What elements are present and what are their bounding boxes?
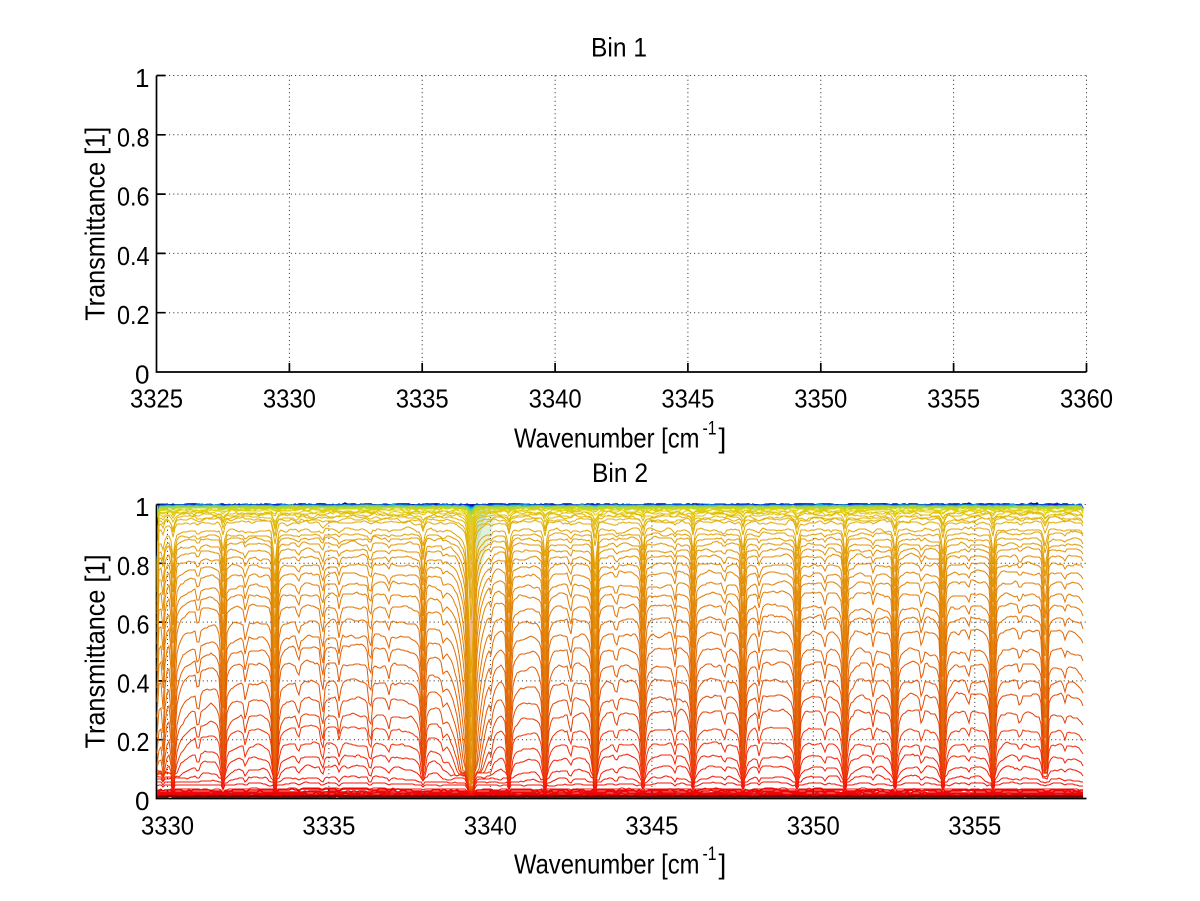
svg-text:3325: 3325 [130,384,183,414]
svg-text:0.2: 0.2 [117,300,150,330]
svg-text:3345: 3345 [625,811,678,841]
svg-text:Bin 1: Bin 1 [591,32,647,62]
svg-text:0.8: 0.8 [117,122,150,152]
svg-text:3355: 3355 [948,811,1001,841]
svg-text:3345: 3345 [661,384,714,414]
svg-text:-1: -1 [703,844,717,865]
svg-text:]: ] [719,848,727,879]
svg-text:1: 1 [135,63,149,93]
svg-text:]: ] [719,423,727,454]
svg-text:0.4: 0.4 [117,668,150,698]
svg-text:3335: 3335 [396,384,449,414]
svg-text:0.4: 0.4 [117,241,150,271]
svg-text:0: 0 [135,786,149,816]
svg-text:0.2: 0.2 [117,727,150,757]
svg-text:3330: 3330 [263,384,316,414]
svg-text:Transmittance [1]: Transmittance [1] [80,555,111,749]
svg-text:3340: 3340 [529,384,582,414]
svg-text:0: 0 [135,360,149,390]
svg-text:Bin 2: Bin 2 [592,458,648,488]
svg-text:3340: 3340 [464,811,517,841]
svg-text:Transmittance [1]: Transmittance [1] [80,127,111,321]
svg-text:Wavenumber [cm: Wavenumber [cm [514,848,700,879]
svg-text:-1: -1 [703,418,717,439]
svg-text:3350: 3350 [787,811,840,841]
svg-text:3360: 3360 [1060,384,1113,414]
svg-text:0.8: 0.8 [117,551,150,581]
svg-text:Wavenumber [cm: Wavenumber [cm [514,423,700,454]
svg-text:1: 1 [135,492,149,522]
svg-text:0.6: 0.6 [117,610,150,640]
svg-text:3335: 3335 [302,811,355,841]
svg-text:0.6: 0.6 [117,182,150,212]
svg-text:3350: 3350 [794,384,847,414]
svg-text:3330: 3330 [141,811,194,841]
svg-text:3355: 3355 [927,384,980,414]
